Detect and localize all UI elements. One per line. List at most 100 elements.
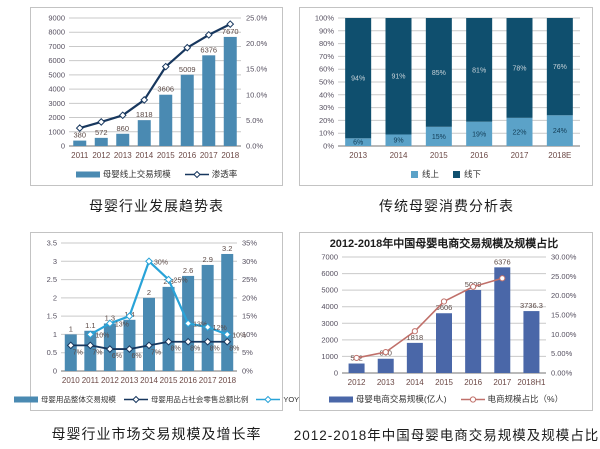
bar-swatch-icon — [328, 396, 353, 402]
svg-text:2017: 2017 — [200, 151, 218, 160]
svg-text:2011: 2011 — [71, 151, 89, 160]
legend-item: 线下 — [453, 168, 481, 180]
svg-text:2.5: 2.5 — [47, 275, 57, 284]
svg-text:81%: 81% — [472, 67, 486, 74]
panel-consumption-split: 0% 10% 20% 30% 40% 50% 60% 70% 80% 90% 100% 6% 94% 9%… — [299, 7, 593, 186]
svg-text:2016: 2016 — [178, 151, 196, 160]
svg-text:0%: 0% — [242, 367, 253, 376]
svg-text:1000: 1000 — [48, 127, 65, 136]
legend-item: 母婴用品占社会零售总额比例 — [123, 394, 248, 405]
legend-label: 线上 — [421, 169, 439, 179]
svg-text:2: 2 — [147, 288, 151, 297]
panel-market-scale-growth: 0 0.5 1 1.5 2 2.5 3 3.5 0% 5% 10% 15% 20% 25% 30% 35% 1 1… — [13, 232, 299, 411]
legend-label: 母婴用品整体交易规模 — [40, 394, 116, 404]
panel-online-trade-trend: 0 1000 2000 3000 4000 5000 6000 7000 8000 9000 0.0… — [30, 7, 283, 186]
svg-text:2017: 2017 — [493, 378, 511, 387]
svg-text:8%: 8% — [190, 346, 200, 353]
svg-text:30%: 30% — [319, 103, 334, 112]
svg-text:7670: 7670 — [222, 27, 239, 36]
svg-text:10.00%: 10.00% — [551, 330, 577, 339]
svg-text:20.00%: 20.00% — [551, 291, 577, 300]
svg-text:2011: 2011 — [82, 376, 100, 385]
svg-text:2: 2 — [53, 293, 57, 302]
svg-text:3: 3 — [53, 257, 57, 266]
svg-text:6%: 6% — [353, 140, 363, 147]
svg-text:15.00%: 15.00% — [551, 311, 577, 320]
svg-text:2016: 2016 — [470, 151, 488, 160]
svg-text:2018E: 2018E — [548, 151, 571, 160]
legend-item: 线上 — [410, 168, 439, 180]
svg-text:2013: 2013 — [377, 378, 395, 387]
square-swatch-icon — [453, 170, 460, 178]
svg-text:6376: 6376 — [200, 45, 217, 54]
svg-text:90%: 90% — [319, 26, 334, 35]
line-marker-icon — [256, 395, 281, 403]
svg-text:25.0%: 25.0% — [246, 14, 268, 23]
caption-market-scale-growth: 母婴行业市场交易规模及增长率 — [51, 426, 262, 442]
svg-text:25%: 25% — [174, 278, 188, 285]
svg-text:5%: 5% — [242, 348, 253, 357]
svg-text:3606: 3606 — [157, 85, 174, 94]
svg-text:94%: 94% — [351, 76, 365, 83]
svg-text:60%: 60% — [319, 65, 334, 74]
svg-text:13%: 13% — [115, 321, 129, 328]
svg-text:24%: 24% — [553, 128, 567, 135]
svg-text:15%: 15% — [432, 134, 446, 141]
svg-text:2000: 2000 — [321, 335, 338, 344]
svg-text:2018: 2018 — [221, 151, 239, 160]
svg-text:35%: 35% — [242, 239, 257, 248]
svg-text:0: 0 — [334, 369, 338, 378]
svg-text:860: 860 — [116, 124, 129, 133]
svg-text:1: 1 — [69, 324, 73, 333]
svg-text:2013: 2013 — [114, 151, 132, 160]
svg-text:15.0%: 15.0% — [246, 65, 268, 74]
svg-text:78%: 78% — [512, 65, 526, 72]
svg-text:80%: 80% — [319, 39, 334, 48]
legend-label: 线下 — [464, 169, 482, 179]
svg-text:6%: 6% — [131, 353, 141, 360]
consumption-split-chart: 0% 10% 20% 30% 40% 50% 60% 70% 80% 90% 100% 6% 94% 9%… — [315, 14, 580, 160]
svg-text:30%: 30% — [242, 257, 257, 266]
svg-text:1818: 1818 — [136, 110, 153, 119]
svg-text:10%: 10% — [319, 129, 334, 138]
svg-text:2015: 2015 — [435, 378, 453, 387]
svg-text:2010: 2010 — [62, 376, 80, 385]
line-marker-icon — [460, 395, 485, 403]
legend-item: 母婴电商交易规模(亿人) — [328, 393, 447, 405]
svg-text:30.00%: 30.00% — [551, 253, 577, 262]
market-scale-growth-chart: 0 0.5 1 1.5 2 2.5 3 3.5 0% 5% 10% 15% 20% 25% 30% 35% 1 1… — [47, 239, 258, 386]
market-scale-growth-legend: 母婴用品整体交易规模 母婴用品占社会零售总额比例 YOY — [13, 389, 299, 409]
svg-text:0.5: 0.5 — [47, 348, 57, 357]
legend-label: 母婴线上交易规模 — [102, 169, 171, 179]
caption-ecommerce-scale: 2012-2018年中国母婴电商交易规模及规模占比 — [293, 428, 600, 443]
svg-text:91%: 91% — [391, 74, 405, 81]
svg-text:25.00%: 25.00% — [551, 272, 577, 281]
svg-text:0: 0 — [61, 142, 65, 151]
svg-text:2014: 2014 — [140, 376, 158, 385]
svg-text:9000: 9000 — [48, 14, 65, 23]
svg-text:7%: 7% — [73, 349, 83, 356]
online-trade-trend-legend: 母婴线上交易规模 渗透率 — [31, 164, 282, 184]
legend-label: 电商规模占比（%） — [487, 394, 564, 404]
svg-text:10%: 10% — [95, 332, 109, 339]
consumption-split-legend: 线上 线下 — [300, 164, 592, 184]
svg-text:9%: 9% — [393, 138, 403, 145]
bar-swatch-icon — [13, 396, 38, 402]
panel-ecommerce-scale: 0 1000 2000 3000 4000 5000 6000 7000 0.00% 5.00% 1… — [299, 232, 593, 411]
svg-text:1.1: 1.1 — [85, 321, 95, 330]
svg-text:8%: 8% — [171, 346, 181, 353]
svg-text:3.2: 3.2 — [222, 244, 232, 253]
caption-online-trade-trend: 母婴行业发展趋势表 — [89, 198, 224, 214]
svg-text:40%: 40% — [319, 90, 334, 99]
svg-text:30%: 30% — [154, 259, 168, 266]
svg-text:1000: 1000 — [321, 352, 338, 361]
svg-text:2016: 2016 — [179, 376, 197, 385]
svg-text:2015: 2015 — [430, 151, 448, 160]
svg-text:7%: 7% — [92, 349, 102, 356]
svg-text:6000: 6000 — [48, 56, 65, 65]
svg-text:5000: 5000 — [48, 70, 65, 79]
legend-label: YOY — [283, 394, 300, 404]
svg-text:2017: 2017 — [511, 151, 529, 160]
svg-text:2014: 2014 — [135, 151, 153, 160]
